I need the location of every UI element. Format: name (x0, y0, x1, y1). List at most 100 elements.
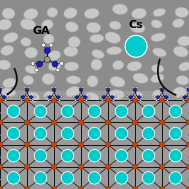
Circle shape (56, 68, 60, 72)
Circle shape (44, 48, 50, 54)
Ellipse shape (86, 92, 99, 101)
Ellipse shape (153, 8, 166, 16)
Circle shape (52, 93, 56, 96)
Circle shape (88, 105, 101, 118)
Ellipse shape (0, 60, 11, 70)
Circle shape (169, 105, 182, 118)
Circle shape (188, 156, 189, 158)
Circle shape (88, 172, 101, 184)
Circle shape (85, 99, 88, 101)
Circle shape (79, 187, 84, 189)
Ellipse shape (25, 47, 38, 58)
Circle shape (57, 96, 60, 99)
Circle shape (51, 86, 53, 88)
Circle shape (31, 62, 35, 65)
Ellipse shape (42, 20, 53, 30)
Ellipse shape (175, 7, 188, 18)
Circle shape (75, 96, 79, 99)
Circle shape (88, 149, 101, 162)
Circle shape (160, 120, 164, 125)
Circle shape (169, 172, 182, 184)
Circle shape (25, 164, 29, 169)
Circle shape (156, 96, 160, 99)
Circle shape (127, 96, 129, 98)
Ellipse shape (3, 33, 18, 43)
Circle shape (187, 164, 189, 169)
Circle shape (0, 134, 1, 136)
Ellipse shape (87, 22, 101, 33)
Circle shape (188, 179, 189, 180)
Circle shape (79, 98, 84, 103)
Circle shape (0, 98, 2, 103)
Circle shape (187, 120, 189, 125)
Circle shape (60, 62, 64, 65)
Circle shape (106, 93, 110, 96)
Circle shape (187, 142, 189, 147)
Ellipse shape (64, 46, 78, 57)
Ellipse shape (151, 20, 162, 28)
Circle shape (7, 149, 20, 162)
Circle shape (115, 149, 128, 162)
Circle shape (24, 86, 26, 88)
Ellipse shape (173, 87, 186, 98)
Circle shape (139, 99, 142, 101)
Circle shape (105, 187, 110, 189)
Circle shape (34, 105, 47, 118)
Circle shape (153, 96, 156, 98)
Circle shape (52, 120, 57, 125)
Ellipse shape (112, 4, 128, 15)
Circle shape (61, 149, 74, 162)
Ellipse shape (179, 62, 189, 71)
Circle shape (109, 86, 111, 88)
Ellipse shape (20, 19, 36, 30)
Circle shape (52, 187, 57, 189)
Circle shape (35, 68, 39, 72)
Ellipse shape (23, 76, 34, 85)
Circle shape (52, 98, 57, 103)
Ellipse shape (25, 92, 40, 103)
Ellipse shape (87, 76, 98, 87)
Circle shape (1, 86, 3, 88)
Ellipse shape (3, 78, 16, 88)
Circle shape (187, 93, 189, 96)
Circle shape (187, 187, 189, 189)
Circle shape (115, 172, 128, 184)
Circle shape (59, 99, 60, 101)
Circle shape (142, 105, 155, 118)
Ellipse shape (130, 23, 145, 33)
Circle shape (187, 89, 189, 92)
Circle shape (129, 96, 132, 99)
Circle shape (79, 93, 83, 96)
Circle shape (0, 187, 2, 189)
Ellipse shape (2, 8, 15, 19)
Circle shape (133, 93, 137, 96)
Ellipse shape (108, 90, 124, 100)
Circle shape (21, 99, 22, 101)
Ellipse shape (48, 61, 61, 71)
Circle shape (164, 96, 168, 99)
Circle shape (34, 127, 47, 140)
Text: Cs: Cs (129, 20, 143, 29)
Circle shape (132, 98, 137, 103)
Ellipse shape (151, 64, 164, 73)
Circle shape (88, 127, 101, 140)
Circle shape (169, 149, 182, 162)
Circle shape (188, 112, 189, 114)
Circle shape (19, 96, 21, 98)
Circle shape (44, 57, 50, 63)
Ellipse shape (25, 66, 37, 74)
Ellipse shape (24, 9, 38, 19)
Circle shape (160, 98, 164, 103)
Circle shape (79, 142, 84, 147)
Circle shape (52, 89, 56, 92)
Ellipse shape (64, 8, 77, 18)
Ellipse shape (65, 22, 78, 32)
Ellipse shape (84, 9, 99, 19)
Circle shape (169, 127, 182, 140)
Circle shape (115, 96, 116, 98)
FancyArrowPatch shape (158, 59, 176, 95)
Circle shape (61, 172, 74, 184)
Circle shape (180, 96, 183, 98)
Ellipse shape (43, 34, 54, 44)
Circle shape (46, 96, 47, 98)
